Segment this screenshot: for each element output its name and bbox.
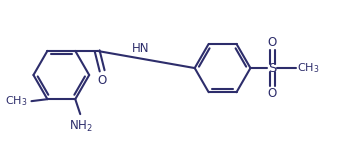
- Text: O: O: [268, 87, 277, 100]
- Text: CH$_3$: CH$_3$: [297, 61, 320, 75]
- Text: O: O: [98, 74, 107, 87]
- Text: CH$_3$: CH$_3$: [5, 94, 27, 108]
- Text: HN: HN: [132, 43, 150, 55]
- Text: O: O: [268, 36, 277, 49]
- Text: S: S: [268, 62, 276, 74]
- Text: NH$_2$: NH$_2$: [69, 119, 93, 134]
